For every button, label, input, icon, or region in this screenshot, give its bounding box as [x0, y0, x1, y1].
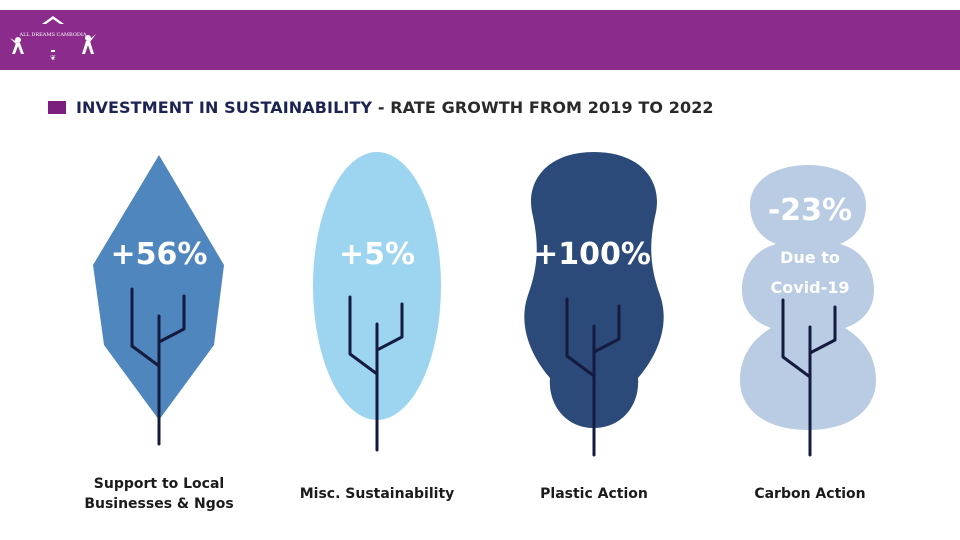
tree-branch-left	[565, 297, 596, 378]
category-label: Misc. Sustainability	[277, 484, 477, 504]
tree-branch-right	[808, 305, 837, 355]
leaf-shape	[93, 155, 224, 420]
title-rest: RATE GROWTH FROM 2019 TO 2022	[390, 97, 714, 117]
title-square-icon	[48, 100, 66, 114]
note-label: Covid-19	[770, 278, 849, 297]
tree-branch-left	[348, 295, 379, 376]
leaf-shape	[740, 165, 876, 430]
tree-branch-right	[592, 304, 621, 354]
tree-branch-left	[130, 287, 161, 368]
category-label: Carbon Action	[710, 484, 910, 504]
chart-title: INVESTMENT IN SUSTAINABILITY - RATE GROW…	[48, 96, 714, 118]
category-label: Plastic Action	[494, 484, 694, 504]
logo-text: ALL DREAMS CAMBODIA	[18, 32, 86, 38]
tree-branch-left	[781, 298, 812, 379]
note-label: Due to	[780, 248, 840, 267]
title-separator: -	[372, 97, 391, 117]
company-logo: ALL DREAMS CAMBODIA ❦	[10, 16, 96, 62]
title-main: INVESTMENT IN SUSTAINABILITY	[76, 97, 373, 117]
value-label: +56%	[111, 237, 208, 272]
value-label: +5%	[339, 237, 415, 272]
category-label-line: Misc. Sustainability	[299, 486, 455, 502]
tree-branch-right	[157, 294, 186, 344]
category-label: Support to Local Businesses & Ngos	[59, 474, 259, 514]
logo-roof-icon	[42, 16, 64, 24]
category-label-line: Carbon Action	[754, 486, 866, 502]
svg-text:❦: ❦	[50, 54, 56, 62]
category-label-line: Support to Local	[93, 476, 225, 492]
value-label: -23%	[768, 193, 852, 228]
leaf-shape	[524, 152, 664, 428]
category-label-line: Plastic Action	[540, 486, 648, 502]
value-label: +100%	[533, 237, 651, 272]
header-bar	[0, 10, 960, 70]
leaf-shape	[313, 152, 441, 420]
tree-branch-right	[375, 302, 404, 352]
category-label-line: Businesses & Ngos	[84, 496, 234, 512]
